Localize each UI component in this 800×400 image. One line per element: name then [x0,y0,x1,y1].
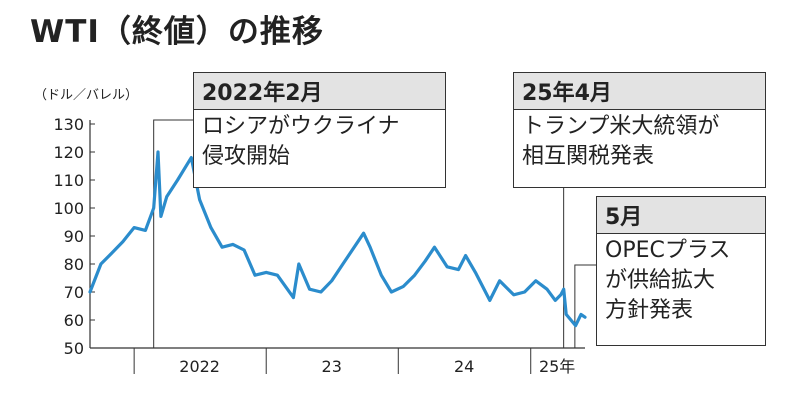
event-leader-line [574,264,596,348]
callout-head: 5月 [597,197,765,234]
x-tick-label: 24 [454,357,474,376]
x-tick-label: 2022 [179,357,220,376]
y-tick-label: 130 [53,115,84,134]
y-tick-label: 70 [64,283,84,302]
x-tick-label: 25年 [539,357,575,376]
callout-line: 相互関税発表 [522,144,655,169]
page-title: WTI（終値）の推移 [30,14,324,50]
y-tick-label: 110 [53,171,84,190]
y-tick-label: 50 [64,339,84,358]
x-tick-label: 23 [322,357,342,376]
callout-line: 方針発表 [605,298,694,323]
callout-line: OPECプラス [605,238,731,263]
y-tick-label: 90 [64,227,84,246]
callout-russia-invasion: 2022年2月 ロシアがウクライナ 侵攻開始 [193,72,446,188]
callout-head: 2022年2月 [194,73,445,110]
callout-head: 25年4月 [514,73,765,110]
y-tick-label: 80 [64,255,84,274]
callout-line: トランプ米大統領が [522,114,720,139]
y-tick-label: 120 [53,143,84,162]
unit-label: （ドル／バレル） [34,88,139,103]
callout-line: が供給拡大 [605,268,716,293]
y-tick-label: 100 [53,199,84,218]
callout-reciprocal-tariffs: 25年4月 トランプ米大統領が 相互関税発表 [513,72,766,188]
event-leader-line [153,119,193,348]
callout-line: 侵攻開始 [202,144,291,169]
callout-line: ロシアがウクライナ [202,114,400,139]
y-tick-label: 60 [64,311,84,330]
callout-opec-plus: 5月 OPECプラス が供給拡大 方針発表 [596,196,766,346]
series-line-wti [88,150,587,328]
